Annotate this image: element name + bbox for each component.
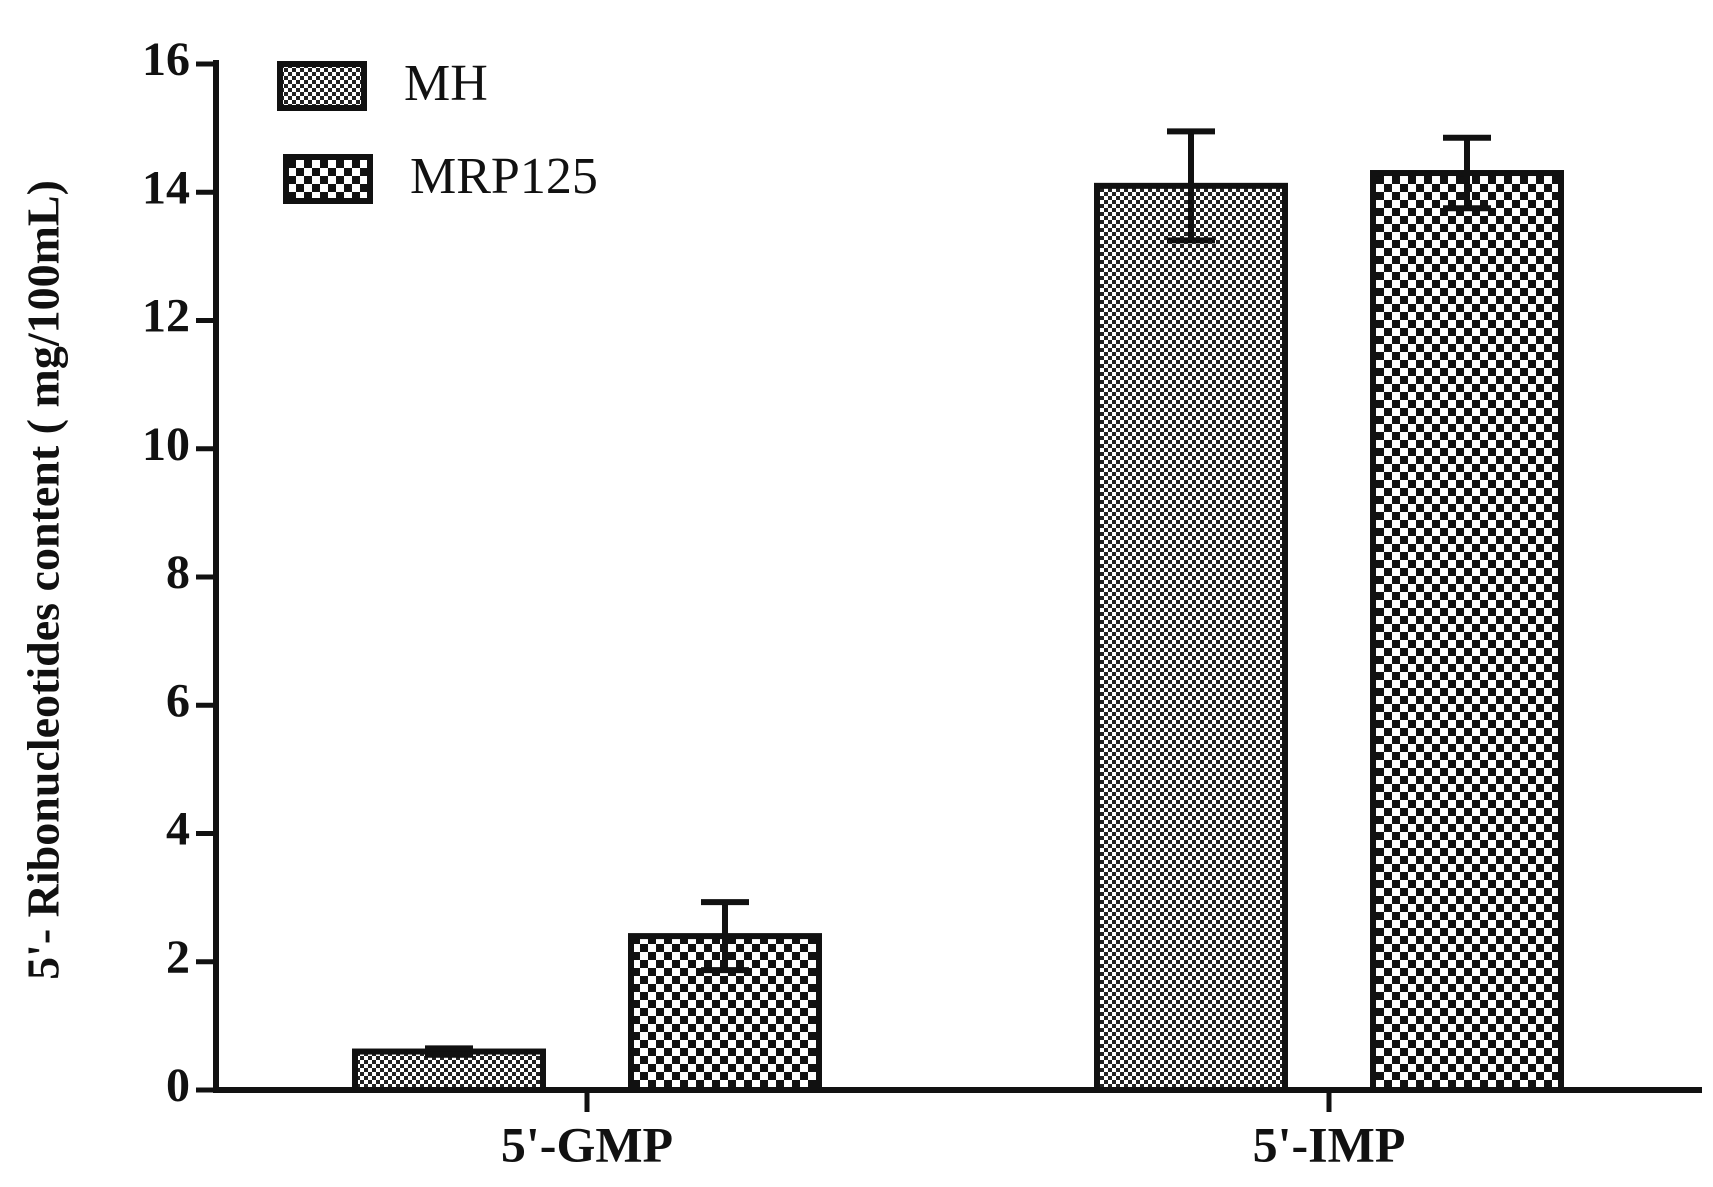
bar <box>1370 170 1564 1093</box>
y-tick-label: 10 <box>142 418 190 471</box>
error-bar <box>1167 128 1215 244</box>
y-tick-label: 0 <box>166 1059 190 1112</box>
y-tick-label: 4 <box>166 803 190 856</box>
bar <box>1094 182 1288 1093</box>
legend-label: MRP125 <box>410 148 598 205</box>
legend-swatch <box>283 154 373 204</box>
x-tick-label: 5'-GMP <box>501 1116 673 1172</box>
y-tick-label: 14 <box>142 161 190 214</box>
y-tick-label: 12 <box>142 290 190 343</box>
error-bar <box>701 899 749 974</box>
x-tick-label: 5'-IMP <box>1253 1116 1406 1172</box>
y-axis-label: 5'- Ribonucleotides content ( mg/100mL) <box>18 180 69 980</box>
y-tick-label: 6 <box>166 674 190 727</box>
y-tick-label: 8 <box>166 546 190 599</box>
y-tick-label: 16 <box>142 33 190 86</box>
error-bar <box>425 1045 473 1058</box>
legend-label: MH <box>404 55 488 112</box>
legend-swatch <box>277 61 367 111</box>
y-tick-label: 2 <box>166 931 190 984</box>
error-bar <box>1443 134 1491 212</box>
